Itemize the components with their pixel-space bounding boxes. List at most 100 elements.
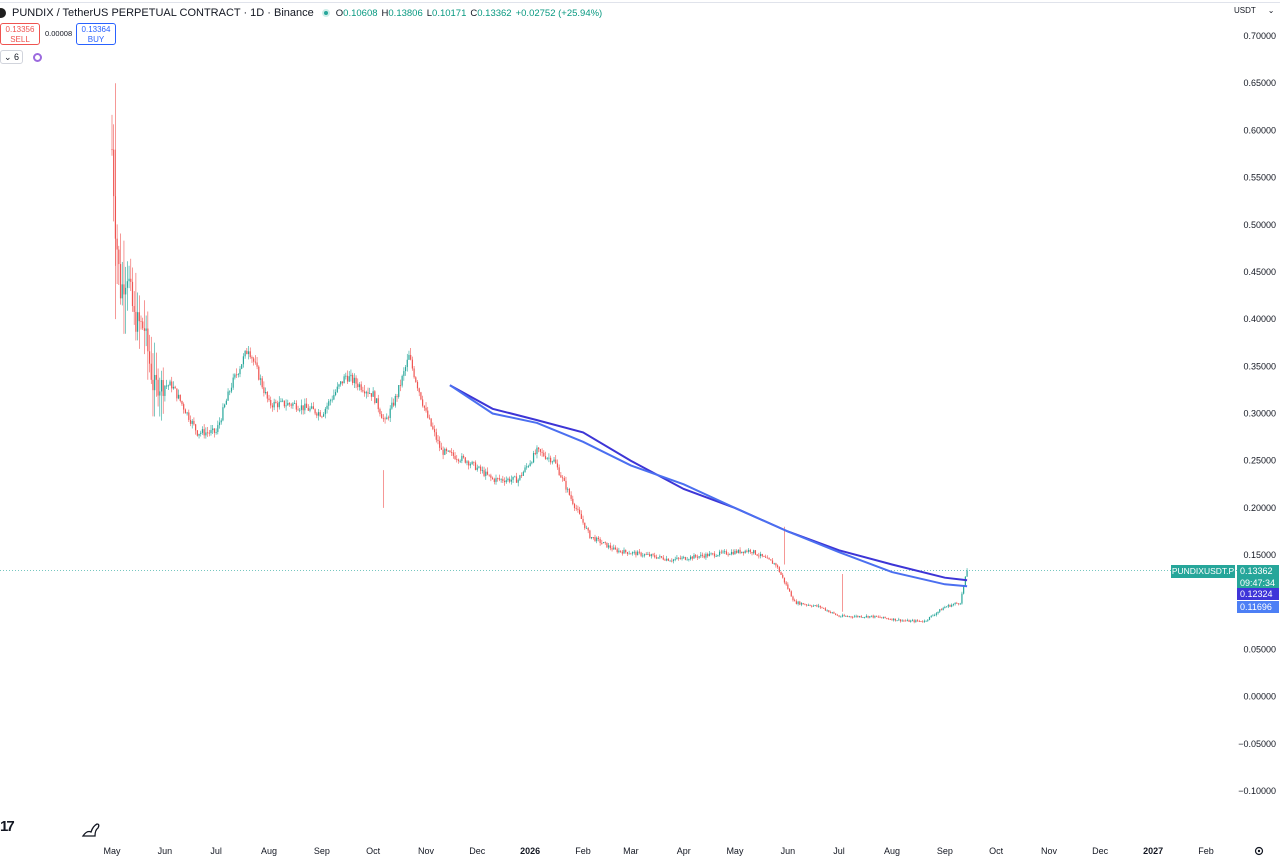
candle-body bbox=[853, 616, 856, 618]
x-tick-label: May bbox=[103, 846, 121, 856]
candle-body bbox=[932, 615, 934, 617]
candle-body bbox=[232, 377, 234, 388]
candle-body bbox=[683, 557, 685, 558]
candle-body bbox=[650, 554, 652, 557]
tradingview-logo[interactable]: 17 bbox=[0, 818, 15, 835]
candle-body bbox=[510, 479, 512, 482]
candle-body bbox=[783, 577, 786, 583]
candle-body bbox=[942, 608, 944, 611]
candle-body bbox=[457, 459, 460, 462]
candle-body bbox=[840, 616, 842, 618]
candle-body bbox=[290, 404, 292, 406]
candle-body bbox=[305, 403, 308, 408]
candle-body bbox=[841, 615, 844, 617]
x-tick-label: Oct bbox=[989, 846, 1004, 856]
candle-body bbox=[430, 418, 432, 427]
candle-body bbox=[398, 385, 400, 397]
indicators-toggle[interactable]: ⌄ 6 bbox=[0, 50, 24, 64]
candle-body bbox=[963, 586, 965, 594]
sell-button[interactable]: 0.13356 SELL bbox=[0, 23, 40, 45]
candle-body bbox=[449, 450, 451, 453]
x-tick-label: May bbox=[726, 846, 744, 856]
indicators-count: 6 bbox=[14, 52, 20, 62]
candle-body bbox=[934, 614, 936, 616]
candle-body bbox=[137, 312, 139, 332]
candle-body bbox=[439, 440, 441, 448]
candle-body bbox=[495, 478, 497, 482]
candle-body bbox=[759, 553, 762, 557]
candle-body bbox=[256, 362, 258, 367]
candle-body bbox=[877, 616, 879, 618]
candle-body bbox=[928, 616, 931, 620]
candle-body bbox=[198, 433, 200, 436]
candle-body bbox=[333, 394, 335, 400]
candle-body bbox=[872, 615, 874, 618]
candle-body bbox=[155, 374, 157, 380]
candle-body bbox=[416, 381, 419, 389]
candle-body bbox=[427, 410, 429, 418]
candle-body bbox=[618, 550, 620, 553]
candle-body bbox=[563, 478, 565, 481]
gear-icon[interactable] bbox=[1254, 846, 1264, 856]
y-tick-label: 0.60000 bbox=[1243, 125, 1276, 135]
candle-body bbox=[150, 363, 152, 380]
x-tick-label: Apr bbox=[677, 846, 691, 856]
candle-body bbox=[319, 412, 321, 417]
candle-body bbox=[795, 601, 797, 604]
candle-body bbox=[857, 615, 859, 617]
candle-body bbox=[113, 149, 115, 197]
symbol-title[interactable]: PUNDIX / TetherUS PERPETUAL CONTRACT · 1… bbox=[12, 7, 314, 19]
candle-body bbox=[592, 537, 594, 538]
candle-body bbox=[594, 537, 596, 542]
candle-body bbox=[887, 618, 890, 620]
candle-body bbox=[686, 559, 688, 561]
candle-body bbox=[512, 476, 514, 480]
candle-body bbox=[205, 432, 207, 436]
candle-body bbox=[418, 388, 420, 393]
candle-body bbox=[638, 551, 640, 553]
candle-body bbox=[147, 328, 149, 352]
indicator-swirl-icon[interactable] bbox=[33, 52, 43, 62]
candle-body bbox=[602, 542, 605, 544]
candle-body bbox=[206, 432, 209, 434]
candle-body bbox=[435, 432, 437, 440]
candle-body bbox=[145, 328, 147, 331]
candle-body bbox=[396, 396, 398, 397]
candle-body bbox=[746, 550, 748, 552]
y-tick-label: 0.20000 bbox=[1243, 503, 1276, 513]
candle-body bbox=[287, 403, 289, 406]
x-tick-label: Aug bbox=[261, 846, 277, 856]
candle-body bbox=[215, 431, 217, 433]
dino-icon[interactable] bbox=[81, 820, 101, 838]
candle-body bbox=[459, 460, 461, 462]
candle-body bbox=[920, 621, 922, 622]
candle-body bbox=[555, 459, 557, 464]
buy-button[interactable]: 0.13364 BUY bbox=[76, 23, 116, 45]
currency-button[interactable]: USDT ⌄ bbox=[1234, 6, 1274, 15]
candle-body bbox=[152, 379, 154, 391]
candle-body bbox=[345, 375, 347, 377]
candle-body bbox=[404, 367, 407, 372]
candle-body bbox=[444, 448, 446, 455]
candle-body bbox=[901, 620, 903, 622]
candle-body bbox=[548, 457, 550, 459]
candle-body bbox=[584, 522, 586, 529]
candle-body bbox=[766, 557, 768, 559]
top-border bbox=[0, 2, 1280, 3]
candle-body bbox=[401, 375, 403, 386]
candle-body bbox=[956, 603, 958, 604]
candle-body bbox=[628, 553, 630, 555]
y-tick-label: 0.15000 bbox=[1243, 550, 1276, 560]
candle-body bbox=[176, 388, 178, 399]
candle-body bbox=[613, 547, 615, 550]
candle-body bbox=[164, 385, 166, 396]
candle-body bbox=[171, 381, 173, 389]
candle-body bbox=[536, 447, 538, 455]
candle-body bbox=[800, 603, 803, 605]
candle-body bbox=[736, 550, 738, 553]
candle-body bbox=[906, 620, 908, 621]
candle-body bbox=[660, 556, 663, 558]
candle-body bbox=[710, 553, 712, 555]
candle-body bbox=[524, 467, 526, 472]
